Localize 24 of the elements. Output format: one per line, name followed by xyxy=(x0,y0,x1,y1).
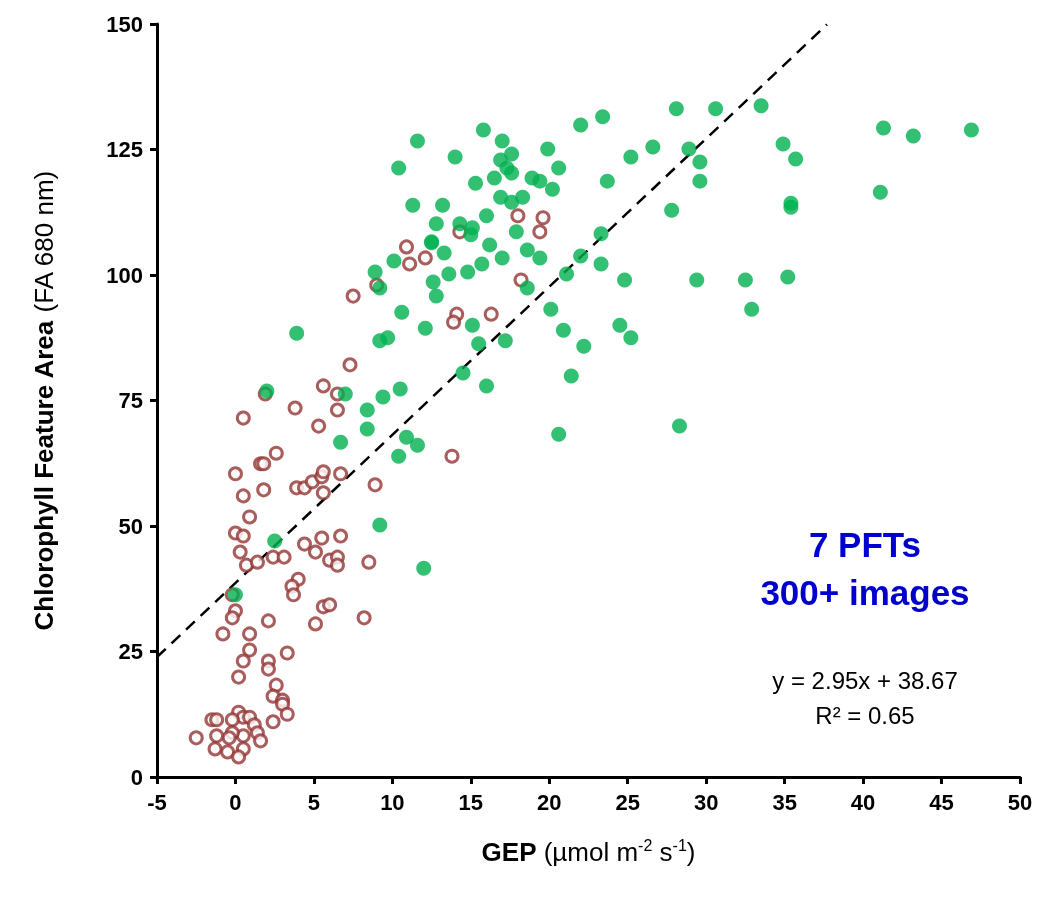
x-tick-label: 15 xyxy=(458,789,484,815)
y-tick-label: 75 xyxy=(118,388,143,413)
annotation: 7 PFTs xyxy=(808,525,922,564)
annotation: R² = 0.65 xyxy=(815,701,915,729)
x-tick-label: 35 xyxy=(772,789,797,815)
y-tick-label: 0 xyxy=(130,764,143,790)
y-tick-label: 125 xyxy=(106,137,143,162)
x-tick-label: 5 xyxy=(307,789,321,815)
x-tick-label: 40 xyxy=(850,789,876,815)
x-tick-label: 10 xyxy=(380,789,405,815)
x-tick-label: -5 xyxy=(147,789,167,815)
annotation: y = 2.95x + 38.67 xyxy=(772,666,958,694)
y-tick-label: 50 xyxy=(118,513,143,539)
x-tick-label: 30 xyxy=(693,789,719,815)
x-tick-label: 45 xyxy=(929,789,954,815)
y-axis-title: Chlorophyll Feature Area (FA 680 nm) xyxy=(29,170,59,631)
annotation: 300+ images xyxy=(760,573,970,612)
y-tick-label: 150 xyxy=(106,11,143,37)
x-tick-label: 25 xyxy=(615,789,640,815)
x-tick-label: 20 xyxy=(537,789,562,815)
x-tick-label: 50 xyxy=(1007,789,1033,815)
x-tick-label: 0 xyxy=(229,789,242,815)
y-tick-label: 25 xyxy=(118,639,143,664)
y-tick-label: 100 xyxy=(106,262,143,288)
